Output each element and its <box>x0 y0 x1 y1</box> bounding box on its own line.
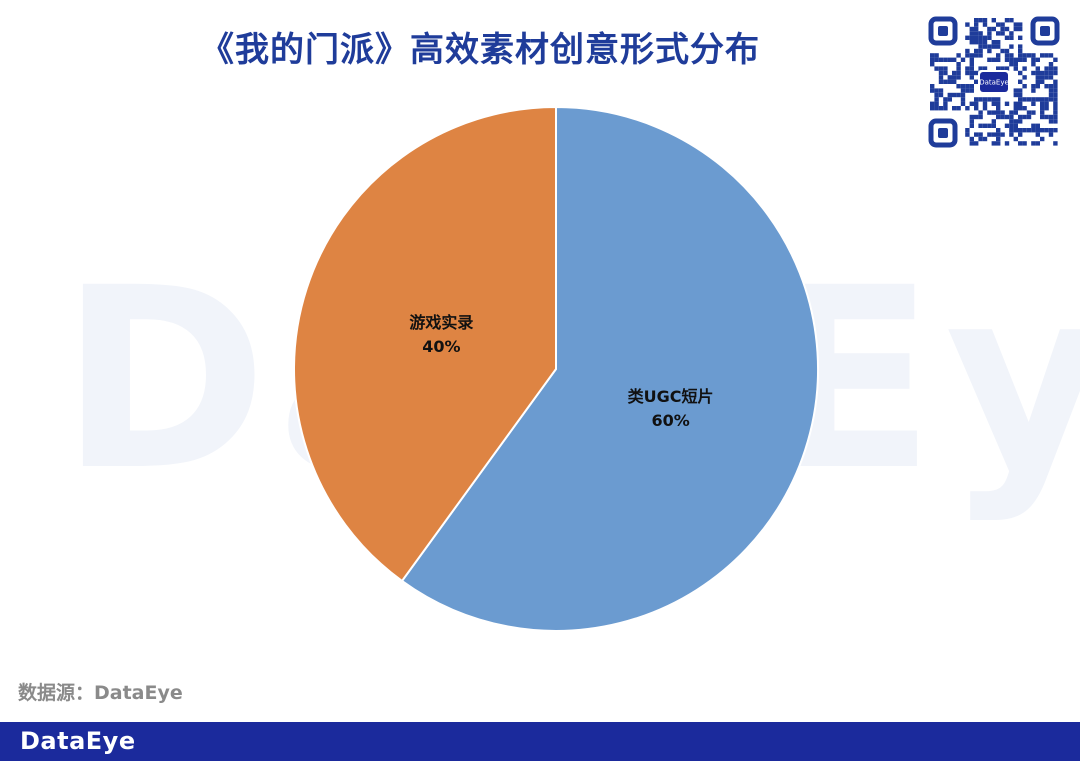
page-title: 《我的门派》高效素材创意形式分布 <box>200 30 760 70</box>
pie-slice-label-0: 类UGC短片 <box>628 387 714 406</box>
pie-slice-value-0: 60% <box>651 411 689 430</box>
pie-slice-1 <box>293 105 557 583</box>
footer-brand-logo: DataEye <box>20 727 136 755</box>
footer-bar: DataEye <box>0 722 1080 761</box>
qr-code: DataEye <box>926 14 1062 150</box>
pie-slice-0 <box>400 105 819 632</box>
pie-slice-value-1: 40% <box>422 337 460 356</box>
data-source: 数据源：DataEye <box>18 682 183 704</box>
pie-slice-label-1: 游戏实录 <box>409 313 473 332</box>
qr-logo-text: DataEye <box>979 79 1009 87</box>
